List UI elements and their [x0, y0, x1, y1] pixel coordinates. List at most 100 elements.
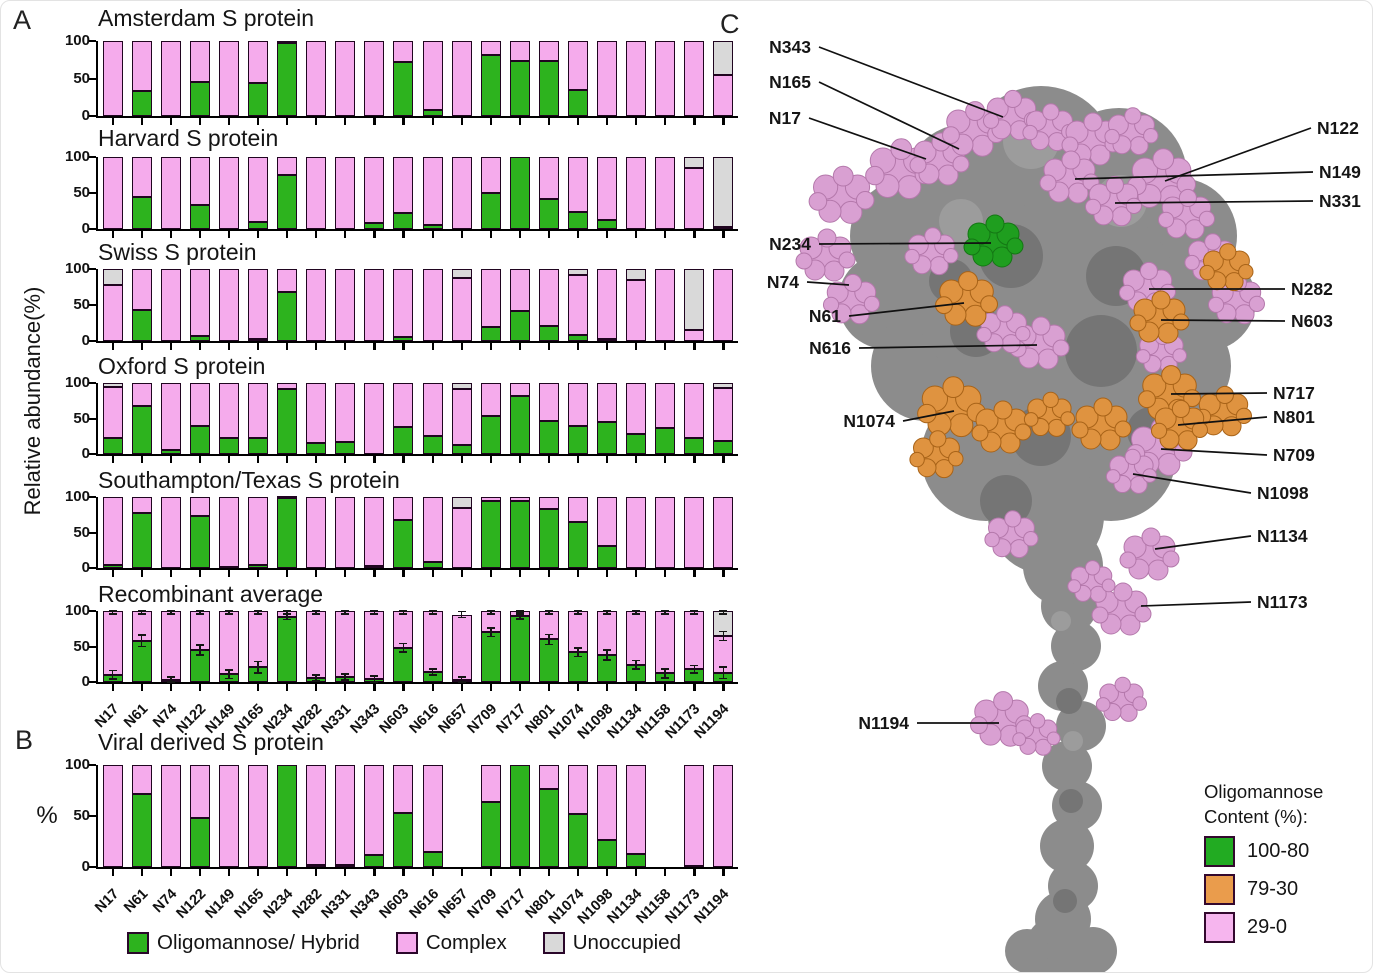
chart-title-amsterdam: Amsterdam S protein: [98, 5, 315, 31]
error-bar: [606, 650, 608, 660]
x-tick-mark: [344, 869, 347, 876]
error-bar-cap: [457, 681, 466, 683]
y-tick-mark: [89, 453, 96, 456]
x-tick-mark: [227, 343, 231, 350]
bar-N234-green: [277, 43, 298, 116]
x-tick-mark: [257, 118, 260, 125]
x-tick-mark: [315, 343, 318, 350]
error-bar-cap: [254, 610, 262, 612]
bar-N282-green: [306, 443, 327, 454]
plot-oxford: 100 50 0: [65, 375, 738, 463]
x-tick-mark: [140, 570, 143, 577]
bar-N1173-pink: [684, 611, 705, 670]
y-tick-mark: [89, 304, 96, 307]
bar-N1158-pink: [655, 497, 676, 568]
glycan-site-label-N165: N165: [769, 72, 811, 92]
x-axis-labels-recombinant: N17 N61 N74 N122 N149 N165 N234 N282 N331 N343 N60…: [92, 693, 736, 753]
bar-N1074-gray: [568, 269, 588, 275]
x-tick-mark: [140, 343, 143, 350]
x-tick-mark: [489, 684, 492, 691]
error-bar-cap: [108, 613, 117, 615]
x-tick-mark: [286, 684, 289, 691]
complex-swatch: [395, 932, 418, 954]
error-bar-cap: [137, 645, 146, 648]
error-bar: [199, 611, 201, 614]
x-tick-mark: [140, 869, 143, 876]
bar-N122-green: [189, 818, 210, 867]
error-bar-cap: [544, 610, 553, 612]
error-bar: [373, 676, 376, 682]
bar-N343-green: [364, 565, 385, 568]
glycan-site-label-N282: N282: [1291, 279, 1333, 299]
x-tick-mark: [693, 869, 696, 876]
bar-N165-green: [248, 565, 268, 568]
oligo-low-range: 29-0: [1247, 916, 1288, 938]
bar-N1158-pink: [655, 269, 676, 341]
error-bar-cap: [632, 659, 641, 662]
x-tick-mark: [722, 570, 725, 577]
x-tick-mark: [722, 118, 725, 125]
error-bar-cap: [544, 613, 553, 615]
x-tick-mark: [577, 684, 580, 691]
x-tick-mark: [227, 118, 231, 125]
x-tick-mark: [344, 456, 347, 463]
bar-N603-green: [393, 62, 414, 116]
bar-N122-pink: [189, 765, 210, 819]
error-bar-cap: [370, 675, 379, 677]
y-tick-label: 0: [81, 559, 90, 576]
bar-N1134-pink: [626, 157, 647, 229]
error-bar-cap: [574, 647, 582, 649]
bar-N165-pink: [248, 383, 268, 438]
bar-N122-green: [189, 205, 210, 229]
y-tick-mark: [89, 340, 96, 343]
x-tick-mark: [198, 231, 201, 238]
x-tick-mark: [606, 684, 609, 691]
bar-N282-pink: [306, 611, 327, 678]
x-tick-mark: [373, 869, 376, 876]
x-tick-mark: [577, 343, 580, 350]
bar-N1158-pink: [655, 41, 676, 116]
x-tick-mark: [373, 684, 376, 691]
x-tick-mark: [693, 118, 696, 125]
y-tick-mark: [89, 268, 96, 271]
error-bar-cap: [544, 643, 553, 646]
x-tick-mark: [227, 570, 231, 577]
error-bar: [315, 674, 317, 681]
bar-N122-pink: [189, 497, 210, 517]
bar-N17-gray: [102, 269, 123, 285]
x-tick-mark: [198, 570, 201, 577]
error-bar-cap: [195, 610, 204, 612]
error-bar-cap: [137, 610, 146, 612]
bar-N616-pink: [422, 611, 443, 673]
bar-N1074-green: [568, 813, 588, 867]
x-tick-mark: [111, 684, 114, 691]
bar-N61-green: [131, 405, 152, 454]
error-bar-cap: [195, 654, 204, 656]
error-bar-cap: [312, 613, 321, 615]
y-tick-label: 50: [73, 69, 90, 87]
bar-N343-pink: [364, 269, 385, 341]
error-bar: [315, 611, 317, 614]
error-bar-cap: [428, 668, 437, 670]
error-bar: [460, 676, 463, 682]
bar-N343-pink: [364, 611, 385, 680]
bar-N1194-gray: [713, 157, 734, 227]
bar-N17-green: [102, 438, 123, 454]
glycan-site-label-N1194: N1194: [858, 713, 909, 733]
legend-item-unoccupied: Unoccupied: [542, 931, 681, 955]
y-tick-label: 100: [64, 488, 90, 505]
y-tick-label: 50: [73, 296, 90, 313]
glycan-site-label-N234: N234: [769, 234, 811, 254]
x-tick-mark: [169, 456, 172, 463]
bar-N331-pink: [335, 41, 356, 116]
x-tick-mark: [635, 570, 638, 577]
x-tick-mark: [169, 684, 172, 691]
error-bar: [402, 643, 405, 653]
x-tick-mark: [373, 343, 376, 350]
bar-N801-pink: [538, 497, 559, 510]
y-tick-mark: [89, 815, 96, 818]
glycan-site-label-N603: N603: [1291, 311, 1333, 331]
y-tick-mark: [89, 764, 96, 767]
x-tick-mark: [402, 684, 405, 691]
oligomannose-swatch: [127, 932, 149, 954]
